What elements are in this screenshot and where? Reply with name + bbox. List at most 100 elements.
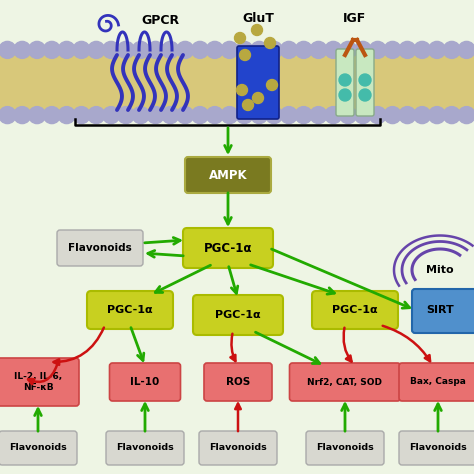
Circle shape — [458, 107, 474, 124]
Circle shape — [132, 107, 149, 124]
Circle shape — [43, 107, 60, 124]
Text: IL-2, IL-6,
NF-κB: IL-2, IL-6, NF-κB — [14, 372, 62, 392]
Circle shape — [384, 41, 401, 58]
Circle shape — [428, 107, 446, 124]
Circle shape — [253, 92, 264, 103]
FancyBboxPatch shape — [183, 228, 273, 268]
Text: Flavonoids: Flavonoids — [209, 444, 267, 453]
FancyBboxPatch shape — [204, 363, 272, 401]
Circle shape — [458, 41, 474, 58]
Circle shape — [239, 49, 250, 61]
Circle shape — [369, 107, 386, 124]
FancyBboxPatch shape — [57, 230, 143, 266]
FancyBboxPatch shape — [0, 431, 77, 465]
FancyBboxPatch shape — [0, 358, 79, 406]
Text: SIRT: SIRT — [426, 305, 454, 315]
Circle shape — [384, 107, 401, 124]
Circle shape — [206, 41, 223, 58]
Circle shape — [236, 41, 253, 58]
Circle shape — [265, 41, 283, 58]
Text: IGF: IGF — [343, 11, 366, 25]
Circle shape — [414, 41, 431, 58]
Circle shape — [14, 41, 31, 58]
FancyBboxPatch shape — [193, 295, 283, 335]
Circle shape — [132, 41, 149, 58]
Circle shape — [399, 107, 416, 124]
Circle shape — [147, 107, 164, 124]
Circle shape — [295, 41, 312, 58]
Circle shape — [58, 107, 75, 124]
Circle shape — [177, 41, 194, 58]
Circle shape — [28, 107, 46, 124]
Circle shape — [252, 25, 263, 36]
Circle shape — [443, 107, 460, 124]
Circle shape — [359, 74, 371, 86]
FancyBboxPatch shape — [399, 363, 474, 401]
Circle shape — [237, 84, 247, 95]
Circle shape — [206, 107, 223, 124]
Text: PGC-1α: PGC-1α — [215, 310, 261, 320]
Text: Flavonoids: Flavonoids — [68, 243, 132, 253]
Circle shape — [399, 41, 416, 58]
Circle shape — [58, 41, 75, 58]
Circle shape — [339, 89, 351, 101]
Text: Flavonoids: Flavonoids — [9, 444, 67, 453]
Circle shape — [266, 80, 277, 91]
Circle shape — [243, 100, 254, 110]
Circle shape — [264, 37, 275, 48]
Circle shape — [295, 107, 312, 124]
Circle shape — [88, 41, 105, 58]
Circle shape — [73, 107, 90, 124]
Text: GluT: GluT — [242, 11, 274, 25]
FancyBboxPatch shape — [336, 49, 354, 116]
Circle shape — [428, 41, 446, 58]
Text: IL-10: IL-10 — [130, 377, 160, 387]
Text: Nrf2, CAT, SOD: Nrf2, CAT, SOD — [308, 377, 383, 386]
Circle shape — [325, 107, 342, 124]
Circle shape — [118, 107, 135, 124]
Circle shape — [191, 107, 209, 124]
Circle shape — [162, 41, 179, 58]
Bar — [0, 55, 474, 110]
Circle shape — [191, 41, 209, 58]
Circle shape — [88, 107, 105, 124]
Text: PGC-1α: PGC-1α — [332, 305, 378, 315]
Circle shape — [339, 107, 356, 124]
Text: Bax, Caspa: Bax, Caspa — [410, 377, 466, 386]
Circle shape — [355, 41, 372, 58]
Circle shape — [73, 41, 90, 58]
Circle shape — [280, 107, 297, 124]
Text: ROS: ROS — [226, 377, 250, 387]
FancyBboxPatch shape — [109, 363, 181, 401]
Circle shape — [310, 107, 327, 124]
Text: AMPK: AMPK — [209, 168, 247, 182]
Circle shape — [325, 41, 342, 58]
FancyBboxPatch shape — [106, 431, 184, 465]
Circle shape — [118, 41, 135, 58]
Circle shape — [251, 41, 268, 58]
Circle shape — [280, 41, 297, 58]
Circle shape — [339, 74, 351, 86]
Circle shape — [355, 107, 372, 124]
FancyBboxPatch shape — [87, 291, 173, 329]
Circle shape — [414, 107, 431, 124]
Text: Mito: Mito — [426, 265, 454, 275]
FancyBboxPatch shape — [290, 363, 401, 401]
FancyBboxPatch shape — [237, 46, 279, 119]
FancyBboxPatch shape — [412, 289, 474, 333]
Circle shape — [102, 41, 119, 58]
FancyBboxPatch shape — [199, 431, 277, 465]
Circle shape — [339, 41, 356, 58]
Circle shape — [443, 41, 460, 58]
Text: Flavonoids: Flavonoids — [116, 444, 174, 453]
Circle shape — [162, 107, 179, 124]
Circle shape — [0, 107, 16, 124]
Text: Flavonoids: Flavonoids — [316, 444, 374, 453]
FancyBboxPatch shape — [399, 431, 474, 465]
Circle shape — [0, 41, 16, 58]
Text: Flavonoids: Flavonoids — [409, 444, 467, 453]
Circle shape — [221, 41, 238, 58]
Text: GPCR: GPCR — [141, 13, 179, 27]
Circle shape — [310, 41, 327, 58]
FancyBboxPatch shape — [185, 157, 271, 193]
